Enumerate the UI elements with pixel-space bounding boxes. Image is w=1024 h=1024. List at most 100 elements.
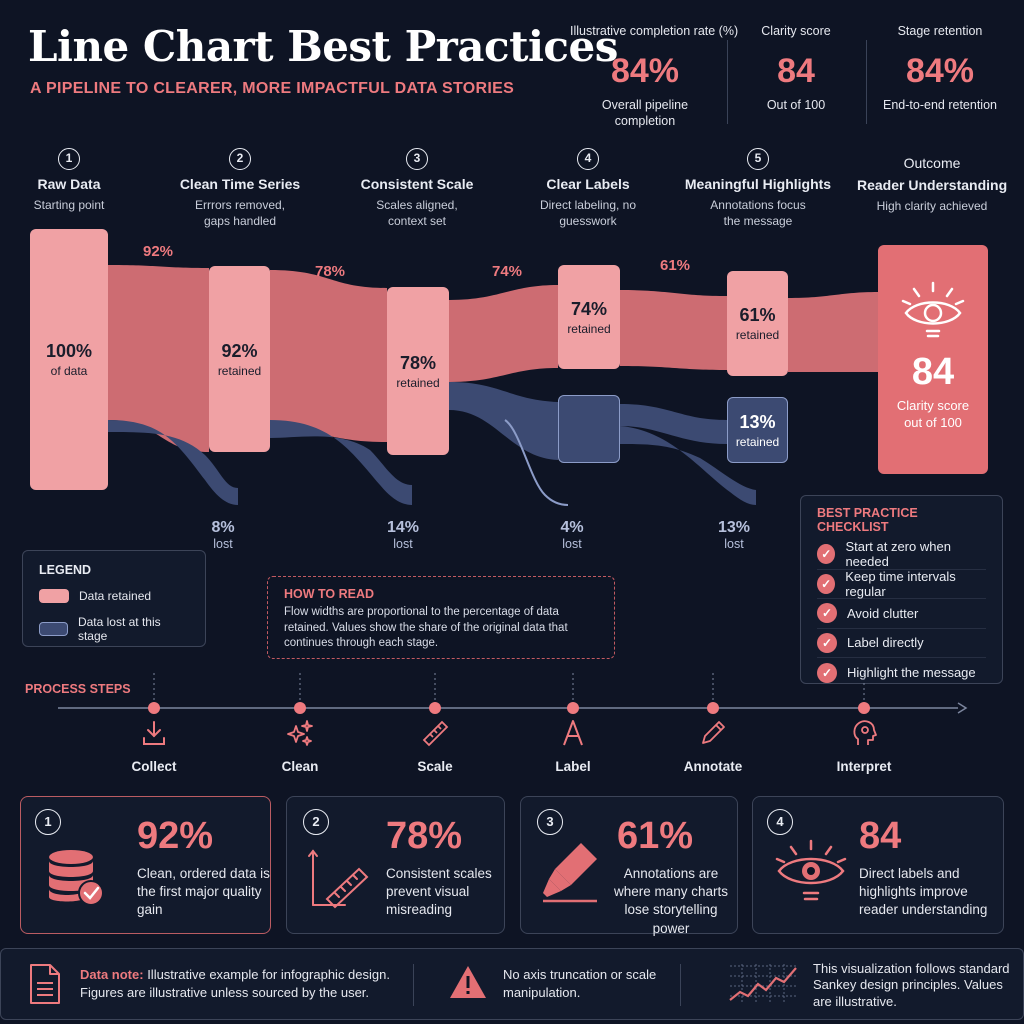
flow-label: 78% [315, 263, 346, 280]
stage-number: 5 [747, 148, 769, 170]
kpi-value: 84 [777, 52, 815, 90]
process-timeline [58, 673, 968, 714]
flow-label: 61% [660, 257, 691, 274]
flow-retained-1-2 [108, 265, 209, 452]
letter-a-icon [563, 720, 583, 746]
outcome-value: 84 [911, 351, 955, 393]
card-number: 3 [537, 809, 563, 835]
step-label: Collect [131, 759, 177, 774]
axis-ruler-icon [308, 849, 369, 909]
warning-icon [450, 966, 486, 998]
stage-header-clear-labels: 4 Clear Labels Direct labeling, no guess… [513, 148, 663, 229]
node-caption: retained [735, 434, 780, 449]
stage-name: Raw Data [37, 176, 101, 192]
flow-retained-5-outcome [788, 292, 878, 372]
warning-note: No axis truncation or scale manipulation… [503, 967, 657, 1000]
sparkle-icon [287, 720, 313, 746]
kpi-clarity: Clarity score 84 Out of 100 [721, 24, 871, 113]
stage-name: Clear Labels [546, 176, 630, 192]
eye-icon [775, 839, 847, 901]
step-label: Annotate [683, 759, 743, 774]
node-caption: of data [50, 364, 88, 378]
card-value: 84 [859, 815, 902, 857]
note-divider [680, 964, 681, 1006]
timeline-dot [858, 702, 870, 714]
stage-number: 4 [577, 148, 599, 170]
card-text: Annotations are where many charts lose s… [613, 866, 729, 936]
timeline-dot [429, 702, 441, 714]
flow-label: 74% [492, 263, 523, 280]
step-interpret: Interpret [809, 718, 919, 774]
data-note-text: Illustrative example for infographic des… [80, 967, 390, 1000]
checklist-label: Keep time intervals regular [845, 568, 956, 599]
legend-item-lost: Data lost at this stage [39, 615, 189, 643]
highlighter-icon [543, 843, 597, 903]
outcome-desc: High clarity achieved [876, 199, 988, 213]
stage-name: Consistent Scale [360, 176, 474, 192]
node-outcome: 84 Clarity score out of 100 [878, 245, 988, 474]
step-collect: Collect [99, 718, 209, 774]
node-clear-labels: 74% retained [558, 265, 620, 369]
step-label: Interpret [836, 759, 892, 774]
insight-card-2: 2 78% Consistent scales prevent visual m… [286, 796, 505, 934]
how-to-read-title: HOW TO READ [284, 587, 375, 601]
legend-item-retained: Data retained [39, 589, 189, 603]
kpi-divider [866, 40, 867, 124]
flow-lost-4 [620, 404, 727, 444]
timeline-dot [148, 702, 160, 714]
outcome-label: Outcome [903, 155, 961, 171]
ruler-icon [422, 720, 449, 747]
node-pct: 78% [399, 352, 437, 373]
sankey-note: This visualization follows standard Sank… [813, 961, 1010, 1009]
note-divider [413, 964, 414, 1006]
lost-pct: 4% [560, 519, 584, 536]
check-icon: ✓ [817, 662, 837, 683]
outcome-caption: Clarity score out of 100 [896, 398, 970, 430]
data-note: Data note: Illustrative example for info… [80, 966, 400, 1001]
lost-label: 13% lost [704, 519, 764, 551]
checklist-item: ✓ Keep time intervals regular [817, 568, 986, 599]
timeline-dot [294, 702, 306, 714]
kpi-value: 84% [905, 52, 975, 90]
process-steps-title: PROCESS STEPS [25, 682, 131, 696]
timeline-dot [567, 702, 579, 714]
data-note-label: Data note: [80, 967, 144, 982]
check-icon: ✓ [817, 632, 837, 653]
eye-bulb-icon [901, 281, 965, 338]
node-pct: 92% [221, 340, 258, 361]
stage-name: Meaningful Highlights [684, 176, 832, 192]
check-icon: ✓ [817, 544, 836, 565]
document-icon [30, 964, 60, 1004]
flow-label: 92% [143, 243, 174, 260]
head-icon [853, 720, 877, 745]
lost-pct: 13% [717, 519, 751, 536]
database-check-icon [49, 850, 104, 906]
stage-header-clean-time-series: 2 Clean Time Series Errrors removed, gap… [165, 148, 315, 229]
card-value: 61% [617, 815, 694, 857]
kpi-sub: End-to-end retention [883, 98, 997, 112]
lost-label: 8% lost [193, 519, 253, 551]
step-label-step: Label [518, 718, 628, 774]
checklist-item: ✓ Start at zero when needed [817, 539, 986, 570]
node-consistent-scale: 78% retained [387, 287, 449, 455]
page-title: Line Chart Best Practices [28, 22, 618, 71]
step-label: Label [555, 759, 591, 774]
checklist-item: ✓ Label directly [817, 629, 986, 658]
timeline-arrow [957, 702, 968, 714]
checklist-panel: BEST PRACTICE CHECKLIST ✓ Start at zero … [800, 495, 1003, 684]
stage-number: 3 [406, 148, 428, 170]
lost-pct: 14% [386, 519, 420, 536]
lost-pct: 8% [211, 519, 235, 536]
lost-text: lost [724, 537, 744, 551]
pencil-icon [702, 721, 725, 744]
node-caption: retained [735, 328, 780, 342]
checklist-label: Start at zero when needed [845, 539, 951, 570]
node-caption: retained [396, 375, 440, 390]
how-to-read-text: Flow widths are proportional to the perc… [284, 606, 568, 650]
kpi-sub: Overall pipeline completion [601, 98, 689, 129]
outcome-name: Reader Understanding [857, 177, 1008, 193]
checklist-title: BEST PRACTICE CHECKLIST [817, 506, 918, 534]
card-value: 78% [386, 815, 463, 857]
kpi-label: Clarity score [761, 24, 831, 38]
step-annotate: Annotate [658, 718, 768, 774]
